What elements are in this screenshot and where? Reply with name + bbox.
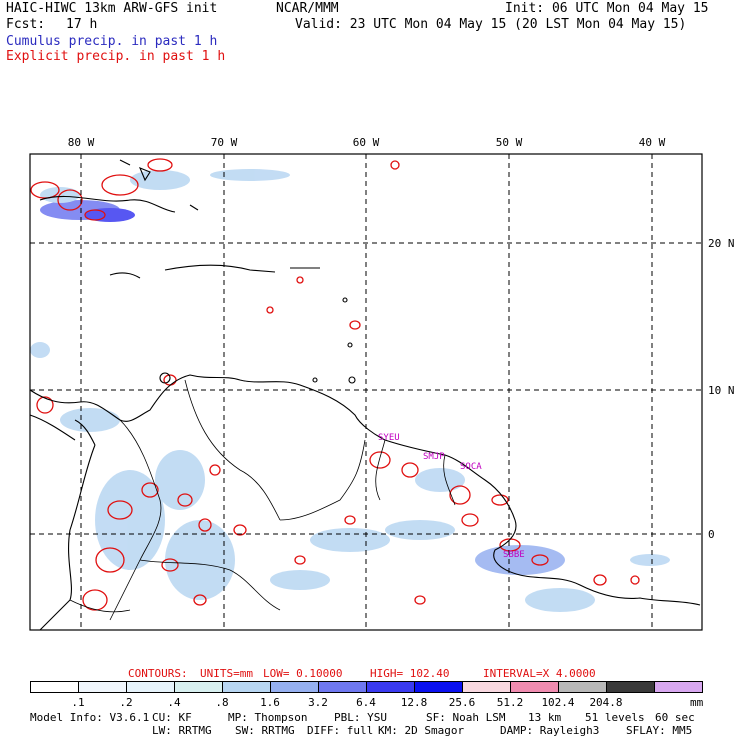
station-label: SOCA [460,462,482,472]
map-frame [29,153,703,631]
colorbar-label: .1 [71,696,85,709]
lon-label: 70 W [211,136,238,149]
valid-time: Valid: 23 UTC Mon 04 May 15 (20 LST Mon … [295,17,687,32]
model-info-item: PBL: YSU [334,711,387,724]
explicit-legend: Explicit precip. in past 1 h [6,49,226,64]
colorbar-label: 12.8 [400,696,428,709]
colorbar-swatch [30,681,79,693]
colorbar-swatch [126,681,175,693]
colorbar-label: 25.6 [448,696,476,709]
model-info-item: 60 sec [655,711,695,724]
high-label: HIGH= 102.40 [370,667,450,680]
lat-label: 0 [708,528,715,541]
model-info-item: SF: Noah LSM [426,711,506,724]
colorbar-swatch [606,681,655,693]
station-label: SMJP [423,452,445,462]
station-labels: SYEU SMJP SOCA SBBE [378,433,525,560]
colorbar-swatch [558,681,607,693]
low-label: LOW= 0.10000 [263,667,343,680]
colorbar-label: 204.8 [589,696,623,709]
colorbar-unit: mm [690,696,704,709]
station-label: SBBE [503,550,525,560]
units-label: UNITS=mm [200,667,253,680]
lat-lon-grid [30,154,702,630]
model-info-item: SFLAY: MM5 [626,724,693,737]
colorbar-swatch [78,681,127,693]
model-info-item: SW: RRTMG [235,724,295,737]
colorbar-swatch [318,681,367,693]
colorbar-label: 3.2 [308,696,328,709]
model-info-item: KM: 2D Smagor [378,724,465,737]
lon-label: 40 W [639,136,666,149]
colorbar-swatch [222,681,271,693]
lat-label: 20 N [708,237,735,250]
colorbar-label: 1.6 [260,696,280,709]
coastlines [29,159,701,631]
contours-label: CONTOURS: [128,667,188,680]
colorbar-label: 51.2 [496,696,524,709]
colorbar-swatch [174,681,223,693]
model-info-item: Model Info: V3.6.1 [30,711,150,724]
init-time: Init: 06 UTC Mon 04 May 15 [505,1,709,16]
colorbar-swatch [654,681,703,693]
model-title: HAIC-HIWC 13km ARW-GFS init [6,1,218,16]
lon-label: 60 W [353,136,380,149]
lat-label: 10 N [708,384,735,397]
lon-label: 50 W [496,136,523,149]
model-info-item: CU: KF [152,711,192,724]
org-label: NCAR/MMM [276,1,339,16]
fcst-value: 17 h [66,17,98,32]
model-info-item: 13 km [528,711,562,724]
model-info-item: LW: RRTMG [152,724,212,737]
cumulus-legend: Cumulus precip. in past 1 h [6,34,218,49]
colorbar-swatch [462,681,511,693]
colorbar-swatch [414,681,463,693]
colorbar-label: 102.4 [541,696,575,709]
colorbar-swatch [270,681,319,693]
interval-label: INTERVAL=X 4.0000 [483,667,596,680]
colorbar-label: 6.4 [356,696,376,709]
fcst-label: Fcst: [6,17,46,32]
model-info-item: DIFF: full [307,724,374,737]
model-info-item: 51 levels [585,711,645,724]
colorbar-swatch [510,681,559,693]
latitude-labels: 20 N 10 N 0 [708,237,735,541]
colorbar-label: .4 [167,696,181,709]
colorbar-swatch [366,681,415,693]
model-info-item: MP: Thompson [228,711,308,724]
longitude-labels: 80 W 70 W 60 W 50 W 40 W [68,136,666,149]
station-label: SYEU [378,433,400,443]
colorbar-label: .2 [119,696,133,709]
model-info-item: DAMP: Rayleigh3 [500,724,600,737]
explicit-precip-contours [30,158,640,611]
colorbar-label: .8 [215,696,229,709]
lon-label: 80 W [68,136,95,149]
